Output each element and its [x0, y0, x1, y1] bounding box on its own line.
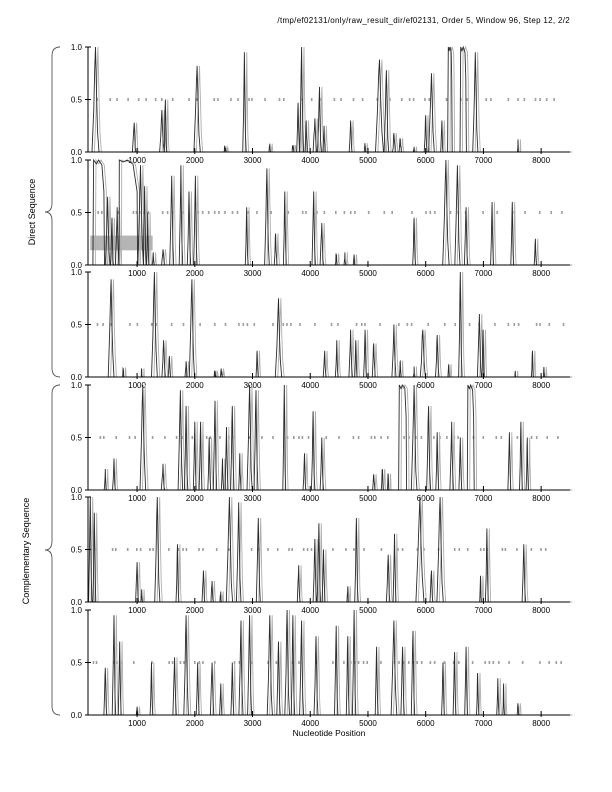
x-tick-label: 1000 [128, 719, 146, 728]
x-tick-label: 3000 [244, 269, 262, 278]
x-tick-label: 7000 [475, 719, 493, 728]
axis-spine [87, 272, 570, 378]
y-tick-label: 1.0 [71, 156, 83, 165]
x-tick-label: 5000 [359, 606, 377, 615]
x-tick-label: 4000 [301, 606, 319, 615]
x-tick-label: 1000 [128, 494, 146, 503]
x-tick-label: 4000 [301, 156, 319, 165]
y-tick-label: 0.5 [71, 321, 83, 330]
curve [88, 609, 570, 716]
x-tick-label: 2000 [186, 719, 204, 728]
x-tick-label: 5000 [359, 269, 377, 278]
x-tick-label: 2000 [186, 606, 204, 615]
x-tick-label: 4000 [301, 719, 319, 728]
y-tick-label: 0.5 [71, 96, 83, 105]
y-tick-label: 1.0 [71, 606, 83, 615]
curve [88, 45, 570, 153]
x-tick-label: 8000 [532, 381, 550, 390]
curve-echo [90, 383, 573, 491]
x-tick-label: 4000 [301, 381, 319, 390]
complementary-sequence-label: Complementary Sequence [21, 497, 31, 605]
complementary-sequence-brace [44, 384, 61, 716]
y-tick-label: 0.0 [71, 373, 83, 382]
y-tick-label: 0.0 [71, 598, 83, 607]
x-tick-label: 3000 [244, 156, 262, 165]
x-tick-label: 3000 [244, 381, 262, 390]
y-tick-label: 1.0 [71, 43, 83, 52]
x-tick-label: 6000 [417, 719, 435, 728]
x-tick-label: 6000 [417, 269, 435, 278]
x-tick-label: 8000 [532, 719, 550, 728]
x-tick-label: 1000 [128, 156, 146, 165]
direct-sequence-label: Direct Sequence [27, 178, 37, 246]
curve [88, 271, 570, 378]
x-tick-label: 8000 [532, 269, 550, 278]
x-tick-label: 5000 [359, 494, 377, 503]
x-tick-label: 8000 [532, 494, 550, 503]
x-tick-label: 6000 [417, 381, 435, 390]
x-tick-label: 1000 [128, 269, 146, 278]
y-tick-label: 0.0 [71, 711, 83, 720]
figure-title: /tmp/ef02131/only/raw_result_dir/ef02131… [277, 16, 570, 25]
x-tick-label: 1000 [128, 606, 146, 615]
x-tick-label: 7000 [475, 606, 493, 615]
y-tick-label: 0.5 [71, 209, 83, 218]
x-tick-label: 3000 [244, 606, 262, 615]
x-tick-label: 3000 [244, 719, 262, 728]
x-tick-label: 8000 [532, 606, 550, 615]
y-tick-label: 0.0 [71, 261, 83, 270]
x-tick-label: 5000 [359, 156, 377, 165]
midline-marks [99, 436, 559, 439]
x-tick-label: 5000 [359, 381, 377, 390]
y-tick-label: 1.0 [71, 268, 83, 277]
y-tick-label: 1.0 [71, 381, 83, 390]
x-tick-label: 8000 [532, 156, 550, 165]
x-tick-label: 6000 [417, 606, 435, 615]
y-tick-label: 0.0 [71, 486, 83, 495]
x-tick-label: 4000 [301, 269, 319, 278]
curve-echo [90, 496, 573, 603]
curve-echo [90, 609, 573, 716]
x-tick-label: 2000 [186, 494, 204, 503]
x-tick-label: 1000 [128, 381, 146, 390]
direct-sequence-brace [44, 46, 61, 378]
x-tick-label: 7000 [475, 156, 493, 165]
axis-spine [87, 385, 570, 491]
y-tick-label: 1.0 [71, 493, 83, 502]
y-tick-label: 0.5 [71, 659, 83, 668]
x-tick-label: 4000 [301, 494, 319, 503]
x-tick-label: 7000 [475, 269, 493, 278]
x-tick-label: 6000 [417, 494, 435, 503]
x-tick-label: 2000 [186, 156, 204, 165]
midline-marks [92, 661, 562, 664]
x-tick-label: 5000 [359, 719, 377, 728]
x-tick-label: 3000 [244, 494, 262, 503]
x-tick-label: 7000 [475, 494, 493, 503]
x-tick-label: 7000 [475, 381, 493, 390]
x-tick-label: 2000 [186, 381, 204, 390]
y-tick-label: 0.0 [71, 148, 83, 157]
x-tick-label: 2000 [186, 269, 204, 278]
x-tick-label: 6000 [417, 156, 435, 165]
curve [88, 383, 570, 491]
y-tick-label: 0.5 [71, 434, 83, 443]
y-tick-label: 0.5 [71, 546, 83, 555]
x-axis-label: Nucleotide Position [292, 728, 366, 738]
curve-echo [90, 45, 573, 153]
midline-marks [96, 323, 565, 326]
